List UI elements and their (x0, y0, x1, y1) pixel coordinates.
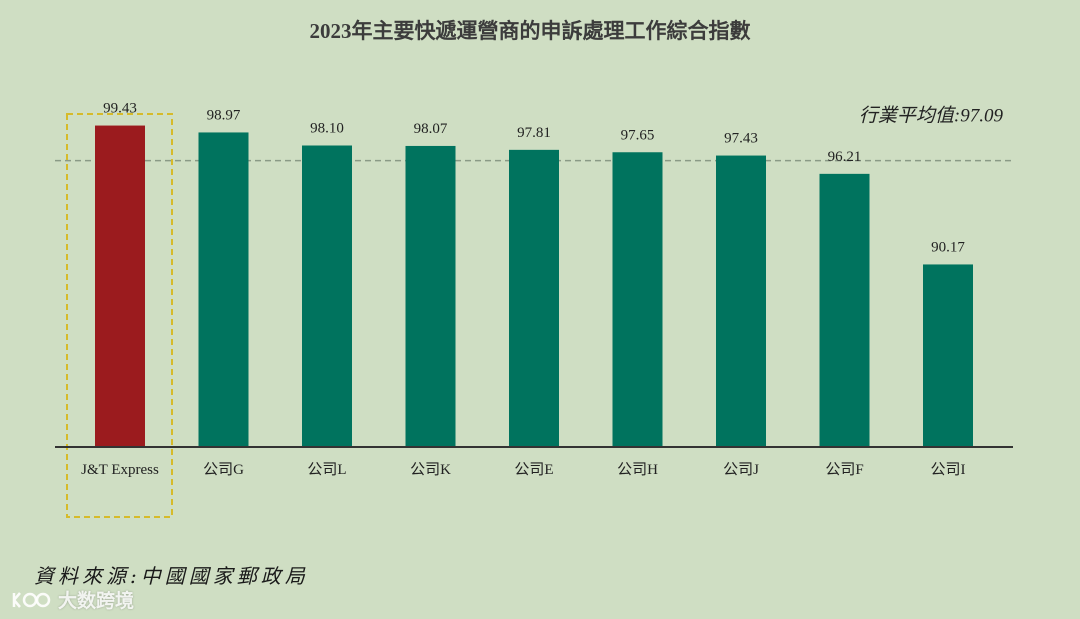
data-label: 97.81 (517, 125, 551, 141)
bar (819, 173, 870, 447)
category-label: 公司E (514, 462, 553, 478)
bar (405, 145, 456, 447)
watermark: 大数跨境 (10, 586, 134, 613)
category-label: 公司L (307, 462, 346, 478)
average-label: 行業平均值:97.09 (859, 106, 1004, 127)
bar (612, 152, 663, 447)
data-label: 97.65 (621, 127, 655, 143)
category-label: 公司I (931, 462, 966, 478)
data-label: 98.97 (207, 107, 241, 123)
chart-title: 2023年主要快遞運營商的申訴處理工作綜合指數 (310, 19, 751, 43)
bar (302, 145, 352, 447)
data-label: 97.43 (724, 131, 758, 147)
category-label: 公司G (203, 462, 244, 478)
data-label: 90.17 (931, 239, 965, 255)
data-label: 98.10 (310, 121, 344, 137)
category-label: J&T Express (81, 462, 159, 478)
category-label: 公司K (410, 462, 451, 478)
category-label: 公司H (617, 462, 658, 478)
bar (95, 125, 145, 448)
data-label: 98.07 (414, 121, 448, 137)
highlight-box (66, 113, 173, 518)
bar (198, 132, 249, 447)
bar (716, 155, 766, 448)
source-note: 資料來源:中國國家郵政局 (34, 564, 309, 588)
watermark-text: 大数跨境 (58, 590, 135, 612)
bars-layer: 行業平均值:97.09 99.43 J&T Express 98.97 公司G 98.10… (55, 101, 1015, 518)
bar (509, 149, 559, 447)
category-label: 公司J (723, 462, 759, 478)
logo-icon (12, 591, 51, 608)
data-label: 96.21 (828, 149, 862, 165)
bar (923, 264, 973, 447)
category-label: 公司F (825, 462, 863, 478)
data-label: 99.43 (103, 101, 137, 117)
